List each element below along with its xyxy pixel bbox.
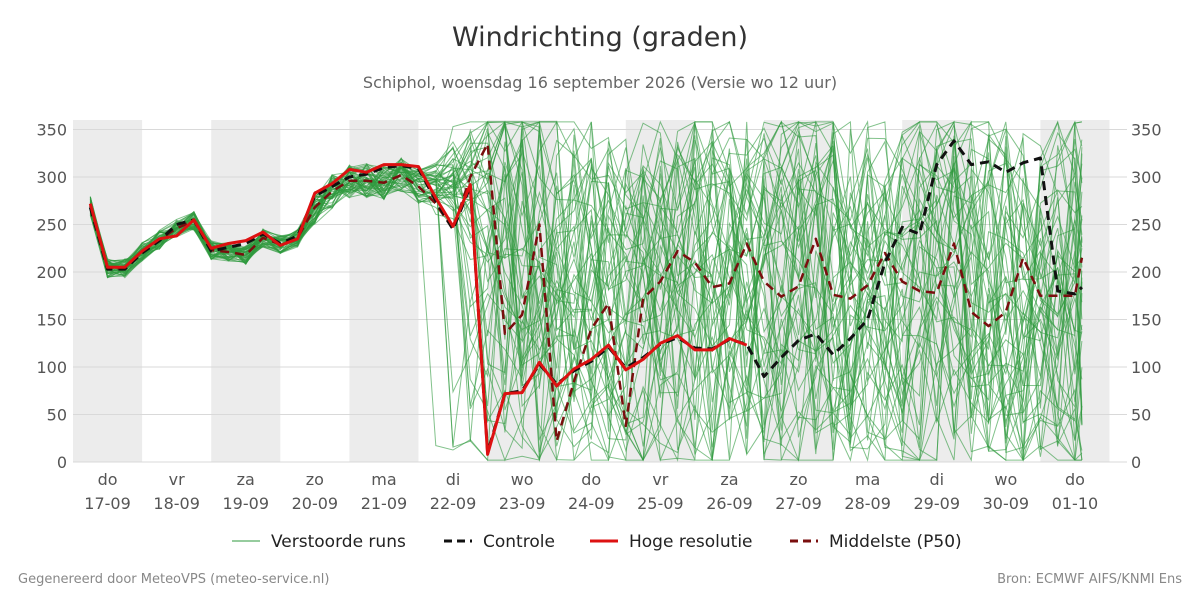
y-tick-label-left: 0 [57, 453, 67, 472]
x-tick-weekday: do [1065, 470, 1085, 489]
y-tick-label-left: 150 [36, 311, 67, 330]
series-line-control [88, 139, 1083, 454]
ensemble-run-line [89, 121, 1083, 462]
x-tick-weekday: za [237, 470, 255, 489]
x-tick-date: 30-09 [983, 494, 1030, 513]
main-series [88, 139, 1084, 456]
y-tick-label-right: 200 [1131, 263, 1162, 282]
x-tick-date: 25-09 [637, 494, 684, 513]
x-tick-weekday: di [929, 470, 944, 489]
x-tick-date: 22-09 [430, 494, 477, 513]
x-tick-weekday: di [446, 470, 461, 489]
shade-day-17 [73, 120, 143, 462]
x-tick-weekday: wo [511, 470, 534, 489]
x-tick-date: 26-09 [706, 494, 753, 513]
x-tick-date: 27-09 [775, 494, 822, 513]
ensemble-run-line [89, 121, 1083, 462]
x-tick-weekday: vr [169, 470, 185, 489]
ensemble-run-line [89, 120, 1083, 462]
y-axis-right: 0 50 100 150 200 250 300 350 [1131, 121, 1162, 473]
x-tick-weekday: do [98, 470, 118, 489]
y-tick-label-right: 0 [1131, 453, 1141, 472]
y-tick-label-right: 150 [1131, 311, 1162, 330]
ensemble-run-line [89, 120, 1083, 454]
y-tick-label-right: 100 [1131, 358, 1162, 377]
y-tick-label-left: 50 [47, 406, 67, 425]
legend-label-hires: Hoge resolutie [629, 532, 753, 552]
legend-label-control: Controle [483, 532, 555, 552]
ensemble-runs [89, 120, 1083, 462]
x-tick-date: 28-09 [844, 494, 891, 513]
x-tick-date: 21-09 [361, 494, 408, 513]
chart-subtitle: Schiphol, woensdag 16 september 2026 (Ve… [362, 73, 838, 92]
legend: Verstoorde runs Controle Hoge resolutie Mid… [232, 532, 962, 552]
shade-day-19 [211, 120, 281, 462]
x-tick-weekday: wo [994, 470, 1017, 489]
legend-label-median: Middelste (P50) [829, 532, 962, 552]
y-tick-label-left: 300 [36, 168, 67, 187]
footer-generated-by: Gegenereerd door MeteoVPS (meteo-service… [18, 572, 330, 587]
y-tick-label-left: 350 [36, 121, 67, 140]
x-tick-date: 01-10 [1052, 494, 1099, 513]
x-tick-weekday: zo [789, 470, 807, 489]
x-tick-date: 20-09 [292, 494, 339, 513]
y-tick-label-right: 250 [1131, 216, 1162, 235]
x-tick-date: 24-09 [568, 494, 615, 513]
ensemble-run-line [89, 139, 1083, 462]
ensemble-run-line [89, 121, 1083, 462]
y-tick-label-left: 100 [36, 358, 67, 377]
x-axis: do 17-09 vr 18-09 za 19-09 zo 20-09 ma 21-09 di 22-… [84, 470, 1098, 513]
x-tick-weekday: zo [306, 470, 324, 489]
series-line-hires [88, 163, 748, 456]
x-tick-date: 19-09 [223, 494, 270, 513]
footer-source: Bron: ECMWF AIFS/KNMI Ens [997, 572, 1182, 587]
x-tick-weekday: ma [855, 470, 880, 489]
ensemble-run-line [89, 146, 1083, 461]
x-tick-date: 29-09 [914, 494, 961, 513]
x-tick-date: 18-09 [153, 494, 200, 513]
y-tick-label-right: 300 [1131, 168, 1162, 187]
x-tick-weekday: ma [371, 470, 396, 489]
x-tick-weekday: vr [652, 470, 668, 489]
y-axis-left: 0 50 100 150 200 250 300 350 [36, 121, 67, 473]
x-tick-date: 17-09 [84, 494, 131, 513]
y-tick-label-left: 250 [36, 216, 67, 235]
y-tick-label-left: 200 [36, 263, 67, 282]
ensemble-run-line [89, 123, 1083, 459]
legend-label-ensemble: Verstoorde runs [271, 532, 406, 552]
ensemble-run-line [89, 120, 1083, 461]
x-tick-date: 23-09 [499, 494, 546, 513]
x-tick-weekday: za [720, 470, 738, 489]
y-tick-label-right: 50 [1131, 406, 1151, 425]
chart-title: Windrichting (graden) [451, 22, 749, 53]
y-tick-label-right: 350 [1131, 121, 1162, 140]
x-tick-weekday: do [581, 470, 601, 489]
